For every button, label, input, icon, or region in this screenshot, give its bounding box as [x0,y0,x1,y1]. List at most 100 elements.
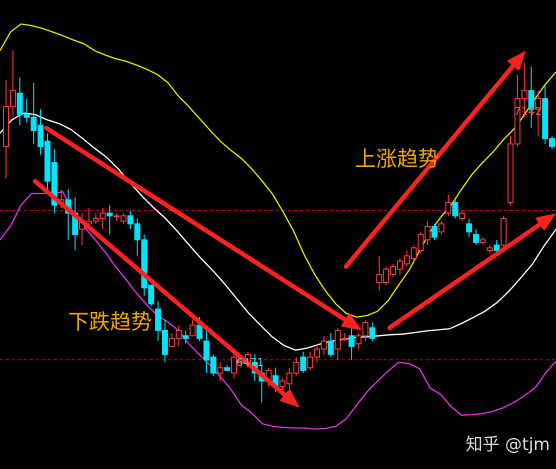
candle [127,210,134,230]
candle [383,266,390,286]
candle [479,237,486,246]
arrow-down-lower [32,178,300,408]
candle-body [320,340,327,350]
candle [438,221,445,235]
candle-body [293,361,300,374]
candle-body [168,337,175,347]
candle-body [286,372,293,385]
candle-body [472,234,479,243]
candle-body [3,106,9,148]
candle-body [217,367,224,374]
candle-body [514,98,521,145]
candle [320,335,327,355]
candle [113,213,120,222]
arrow-head [535,213,556,232]
candle [72,197,79,251]
candle [493,239,500,254]
candle [314,343,321,363]
candle [341,333,348,342]
candle-body [535,98,542,110]
candle-body [113,215,120,218]
candle-body [196,324,203,339]
candle [293,357,300,376]
candle-body [355,335,362,345]
candle [334,327,341,360]
candle-body [542,98,549,140]
arrow-up-upper [343,50,526,269]
candle-body [334,329,341,350]
candle [44,133,51,195]
candle-body [410,247,417,259]
candle [472,229,479,246]
candle [535,90,542,136]
candle-body [155,308,162,331]
candle [189,319,196,337]
candle-body [445,202,452,214]
candle [286,367,293,390]
boll-lower-line [0,191,556,430]
candle [507,135,514,206]
candle-body [210,356,217,374]
candle [514,74,521,147]
candle [279,378,286,392]
candle-body [106,212,113,217]
candle-body [279,380,286,387]
candle-body [127,215,134,225]
candle-body [507,143,514,204]
candle [445,194,452,216]
arrow-shaft [343,63,516,269]
candle [155,301,162,342]
candle [141,234,148,296]
candle [542,85,549,144]
candle [417,231,424,254]
arrow-shaft [43,125,348,322]
candle-body [369,327,376,339]
candle [51,149,58,214]
candle-body [231,356,238,374]
candle-body [528,90,535,110]
candle-body [549,138,555,148]
candle-body [175,329,182,339]
candle-body [16,92,23,116]
candle [203,327,210,374]
candle-body [438,223,445,233]
candle-body [459,212,466,220]
arrow-head [340,312,362,331]
candle-body [92,218,99,222]
candle-body [403,255,410,265]
candle [161,319,168,363]
candle-body [348,335,355,347]
bollinger-bands [0,23,556,430]
candle [23,98,30,123]
candle-body [224,367,231,371]
candle [390,263,397,278]
candle [376,255,383,291]
trend-arrows [32,50,556,408]
candle-body [314,348,321,358]
candles [3,50,555,403]
candle [403,250,410,267]
candle [120,213,127,224]
candle [452,199,459,219]
candle [424,221,431,246]
arrow-head [279,388,300,408]
candle-body [431,226,438,238]
candle [431,223,438,240]
candle [168,333,175,347]
candle [217,362,224,382]
candle-body [479,239,486,243]
candle-body [493,244,500,251]
candle [37,109,44,155]
candle-body [203,340,210,361]
candle-body [466,223,473,233]
candle-body [396,260,403,270]
candle [410,245,417,262]
candle [99,207,106,230]
candle [549,135,555,150]
candle [175,325,182,347]
candle [30,82,37,144]
candle-body [362,321,369,337]
candle [369,322,376,342]
candle-body [120,215,127,222]
candle [231,351,238,379]
